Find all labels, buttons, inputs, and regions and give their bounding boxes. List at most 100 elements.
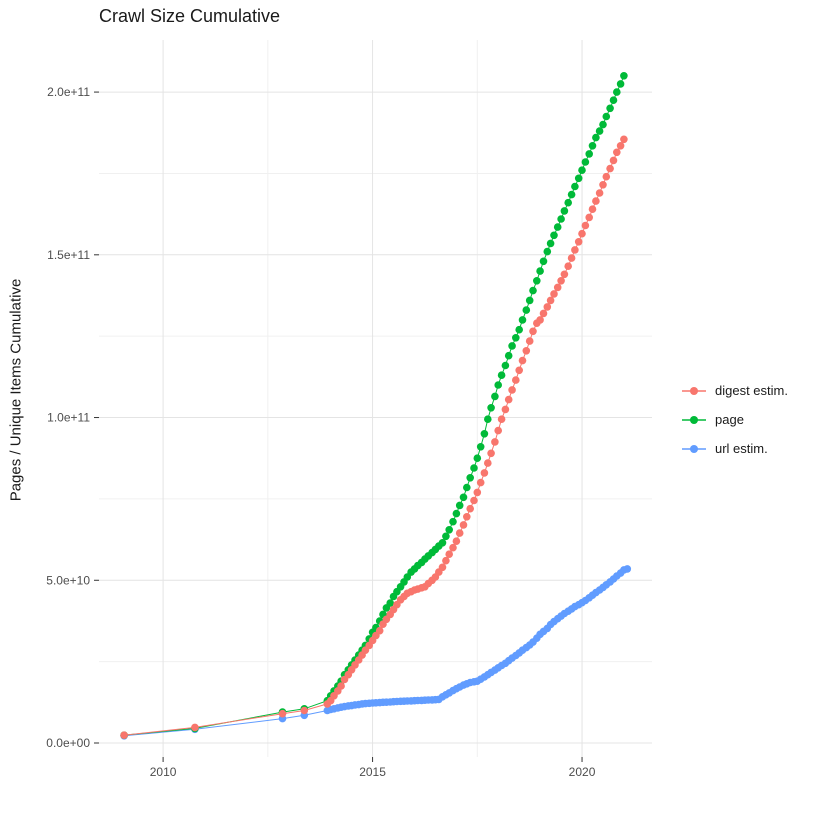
legend-item-page: page xyxy=(681,410,788,429)
x-tick-label: 2020 xyxy=(569,765,596,779)
data-point-page xyxy=(553,223,562,231)
data-point-digest-estim xyxy=(463,513,471,521)
data-point-digest-estim xyxy=(508,386,516,394)
data-point-page xyxy=(512,334,520,342)
data-point-digest-estim xyxy=(574,238,583,246)
data-point-url-estim xyxy=(623,565,632,573)
data-point-page xyxy=(438,539,447,547)
data-point-digest-estim xyxy=(620,135,628,144)
legend-item-url-estim: url estim. xyxy=(681,439,788,458)
data-point-page xyxy=(574,174,583,183)
data-point-digest-estim xyxy=(512,376,520,384)
data-point-page xyxy=(466,474,475,482)
data-point-digest-estim xyxy=(442,556,450,565)
data-point-digest-estim xyxy=(571,246,579,254)
data-point-page xyxy=(620,72,628,80)
data-point-digest-estim xyxy=(613,148,621,157)
data-point-digest-estim xyxy=(470,496,478,505)
data-point-page xyxy=(613,88,621,96)
data-point-digest-estim xyxy=(539,309,548,318)
y-tick-label: 1.5e+11 xyxy=(47,248,90,262)
data-point-digest-estim xyxy=(438,563,447,572)
data-point-digest-estim xyxy=(581,221,590,230)
data-point-page xyxy=(463,483,471,492)
data-point-page xyxy=(470,464,478,472)
legend: digest estim. page url estim. xyxy=(681,381,788,458)
data-point-digest-estim xyxy=(606,164,614,173)
y-tick-label: 2.0e+11 xyxy=(47,85,90,99)
data-point-digest-estim xyxy=(491,438,499,446)
data-point-digest-estim xyxy=(588,205,597,213)
data-point-page xyxy=(504,351,513,360)
data-point-page xyxy=(452,509,461,518)
data-point-page xyxy=(550,231,558,240)
data-point-digest-estim xyxy=(518,356,527,365)
x-tick-label: 2010 xyxy=(150,765,177,779)
data-point-page xyxy=(599,120,607,129)
data-point-page xyxy=(484,415,492,424)
y-tick-label: 1.0e+11 xyxy=(47,411,90,425)
data-point-digest-estim xyxy=(525,337,534,345)
chart-title: Crawl Size Cumulative xyxy=(99,6,281,26)
data-point-digest-estim xyxy=(564,262,572,271)
data-point-digest-estim xyxy=(599,181,607,189)
data-point-page xyxy=(473,454,482,463)
data-point-page xyxy=(449,517,457,526)
y-tick-label: 0.0e+00 xyxy=(46,736,90,750)
data-point-digest-estim xyxy=(337,682,345,690)
series-line-digest-estim xyxy=(124,139,625,736)
data-point-page xyxy=(494,381,503,389)
data-point-page xyxy=(585,150,593,158)
data-point-digest-estim xyxy=(592,197,600,205)
data-point-digest-estim xyxy=(546,296,555,305)
data-point-digest-estim xyxy=(487,449,495,458)
legend-label: digest estim. xyxy=(715,383,788,398)
data-point-digest-estim xyxy=(484,459,492,467)
data-point-page xyxy=(497,371,506,380)
data-point-digest-estim xyxy=(550,290,558,298)
data-point-digest-estim xyxy=(557,277,565,285)
data-point-digest-estim xyxy=(504,395,513,404)
data-point-page xyxy=(578,166,586,174)
data-point-page xyxy=(595,127,604,135)
data-point-page xyxy=(445,526,454,534)
data-point-digest-estim xyxy=(560,270,569,279)
legend-key-dot xyxy=(690,386,698,395)
y-tick-label: 5.0e+10 xyxy=(46,573,90,587)
data-point-digest-estim xyxy=(567,254,576,262)
data-point-page xyxy=(546,239,555,248)
data-point-digest-estim xyxy=(466,504,475,513)
data-point-page xyxy=(581,158,590,166)
data-point-digest-estim xyxy=(585,213,593,222)
data-point-digest-estim xyxy=(476,478,485,487)
data-point-page xyxy=(518,316,527,324)
legend-key-dot xyxy=(690,415,698,424)
data-point-digest-estim xyxy=(445,550,454,558)
data-point-digest-estim xyxy=(609,156,618,165)
legend-label: url estim. xyxy=(715,441,768,456)
data-point-page xyxy=(459,493,468,502)
data-point-page xyxy=(606,104,614,113)
data-point-page xyxy=(476,443,485,451)
data-point-digest-estim xyxy=(543,303,552,311)
data-point-page xyxy=(616,80,625,88)
data-point-page xyxy=(567,190,576,199)
data-point-digest-estim xyxy=(120,731,128,739)
data-point-page xyxy=(557,215,565,223)
data-point-page xyxy=(525,296,534,305)
data-point-page xyxy=(536,267,544,275)
legend-key-dot xyxy=(690,444,698,453)
legend-key-icon xyxy=(682,444,706,453)
data-point-digest-estim xyxy=(494,426,503,435)
data-point-page xyxy=(543,247,552,256)
data-point-digest-estim xyxy=(480,469,489,477)
data-point-page xyxy=(588,142,597,150)
data-point-page xyxy=(560,207,569,215)
data-point-page xyxy=(487,404,495,412)
legend-item-digest-estim: digest estim. xyxy=(681,381,788,400)
data-point-digest-estim xyxy=(191,723,199,732)
data-point-digest-estim xyxy=(616,142,625,150)
data-point-page xyxy=(515,325,523,334)
